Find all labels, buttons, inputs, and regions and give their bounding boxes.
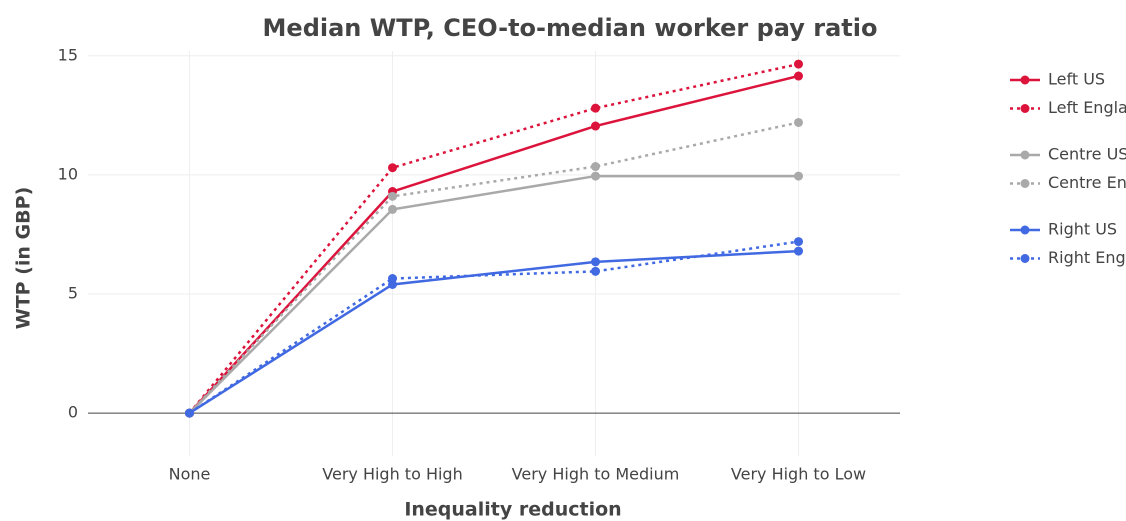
point xyxy=(388,191,397,201)
series-line xyxy=(188,62,799,414)
point xyxy=(388,204,397,214)
legend-label: Right England xyxy=(1048,248,1126,267)
point xyxy=(591,171,600,181)
series-line xyxy=(188,74,799,414)
legend-marker xyxy=(1020,150,1030,160)
legend-marker xyxy=(1020,179,1030,188)
legend-label: Centre US xyxy=(1048,145,1126,164)
legend-label: Centre England xyxy=(1048,173,1126,192)
x-axis-title: Inequality reduction xyxy=(404,499,621,521)
series-line xyxy=(188,174,799,415)
y-tick-label: 5 xyxy=(68,284,78,303)
legend-marker xyxy=(1020,225,1030,235)
x-tick-label: Very High to Medium xyxy=(512,465,680,484)
point xyxy=(591,103,600,113)
legend-label: Left England xyxy=(1048,98,1126,117)
y-tick-label: 10 xyxy=(58,164,78,183)
point xyxy=(185,408,194,418)
point xyxy=(794,237,803,247)
legend-marker xyxy=(1020,75,1030,85)
point xyxy=(591,162,600,172)
x-tick-label: Very High to Low xyxy=(731,465,866,484)
point xyxy=(794,171,803,181)
point xyxy=(794,71,803,81)
point xyxy=(388,274,397,284)
series-line xyxy=(188,249,799,415)
legend-label: Left US xyxy=(1048,70,1105,89)
point xyxy=(794,246,803,256)
point xyxy=(591,257,600,267)
point xyxy=(591,266,600,276)
point xyxy=(794,59,803,69)
y-tick-label: 15 xyxy=(58,45,78,64)
y-axis-title: WTP (in GBP) xyxy=(13,187,35,329)
legend-label: Right US xyxy=(1048,220,1117,239)
legend-marker xyxy=(1020,254,1030,263)
point xyxy=(388,163,397,173)
point xyxy=(794,117,803,127)
y-tick-label: 0 xyxy=(68,403,78,422)
chart-title: Median WTP, CEO-to-median worker pay rat… xyxy=(263,14,878,42)
point xyxy=(591,121,600,131)
legend-marker xyxy=(1020,104,1030,113)
x-tick-label: None xyxy=(169,465,211,484)
series-line xyxy=(188,240,799,415)
series-line xyxy=(188,121,799,414)
x-tick-label: Very High to High xyxy=(322,465,462,484)
